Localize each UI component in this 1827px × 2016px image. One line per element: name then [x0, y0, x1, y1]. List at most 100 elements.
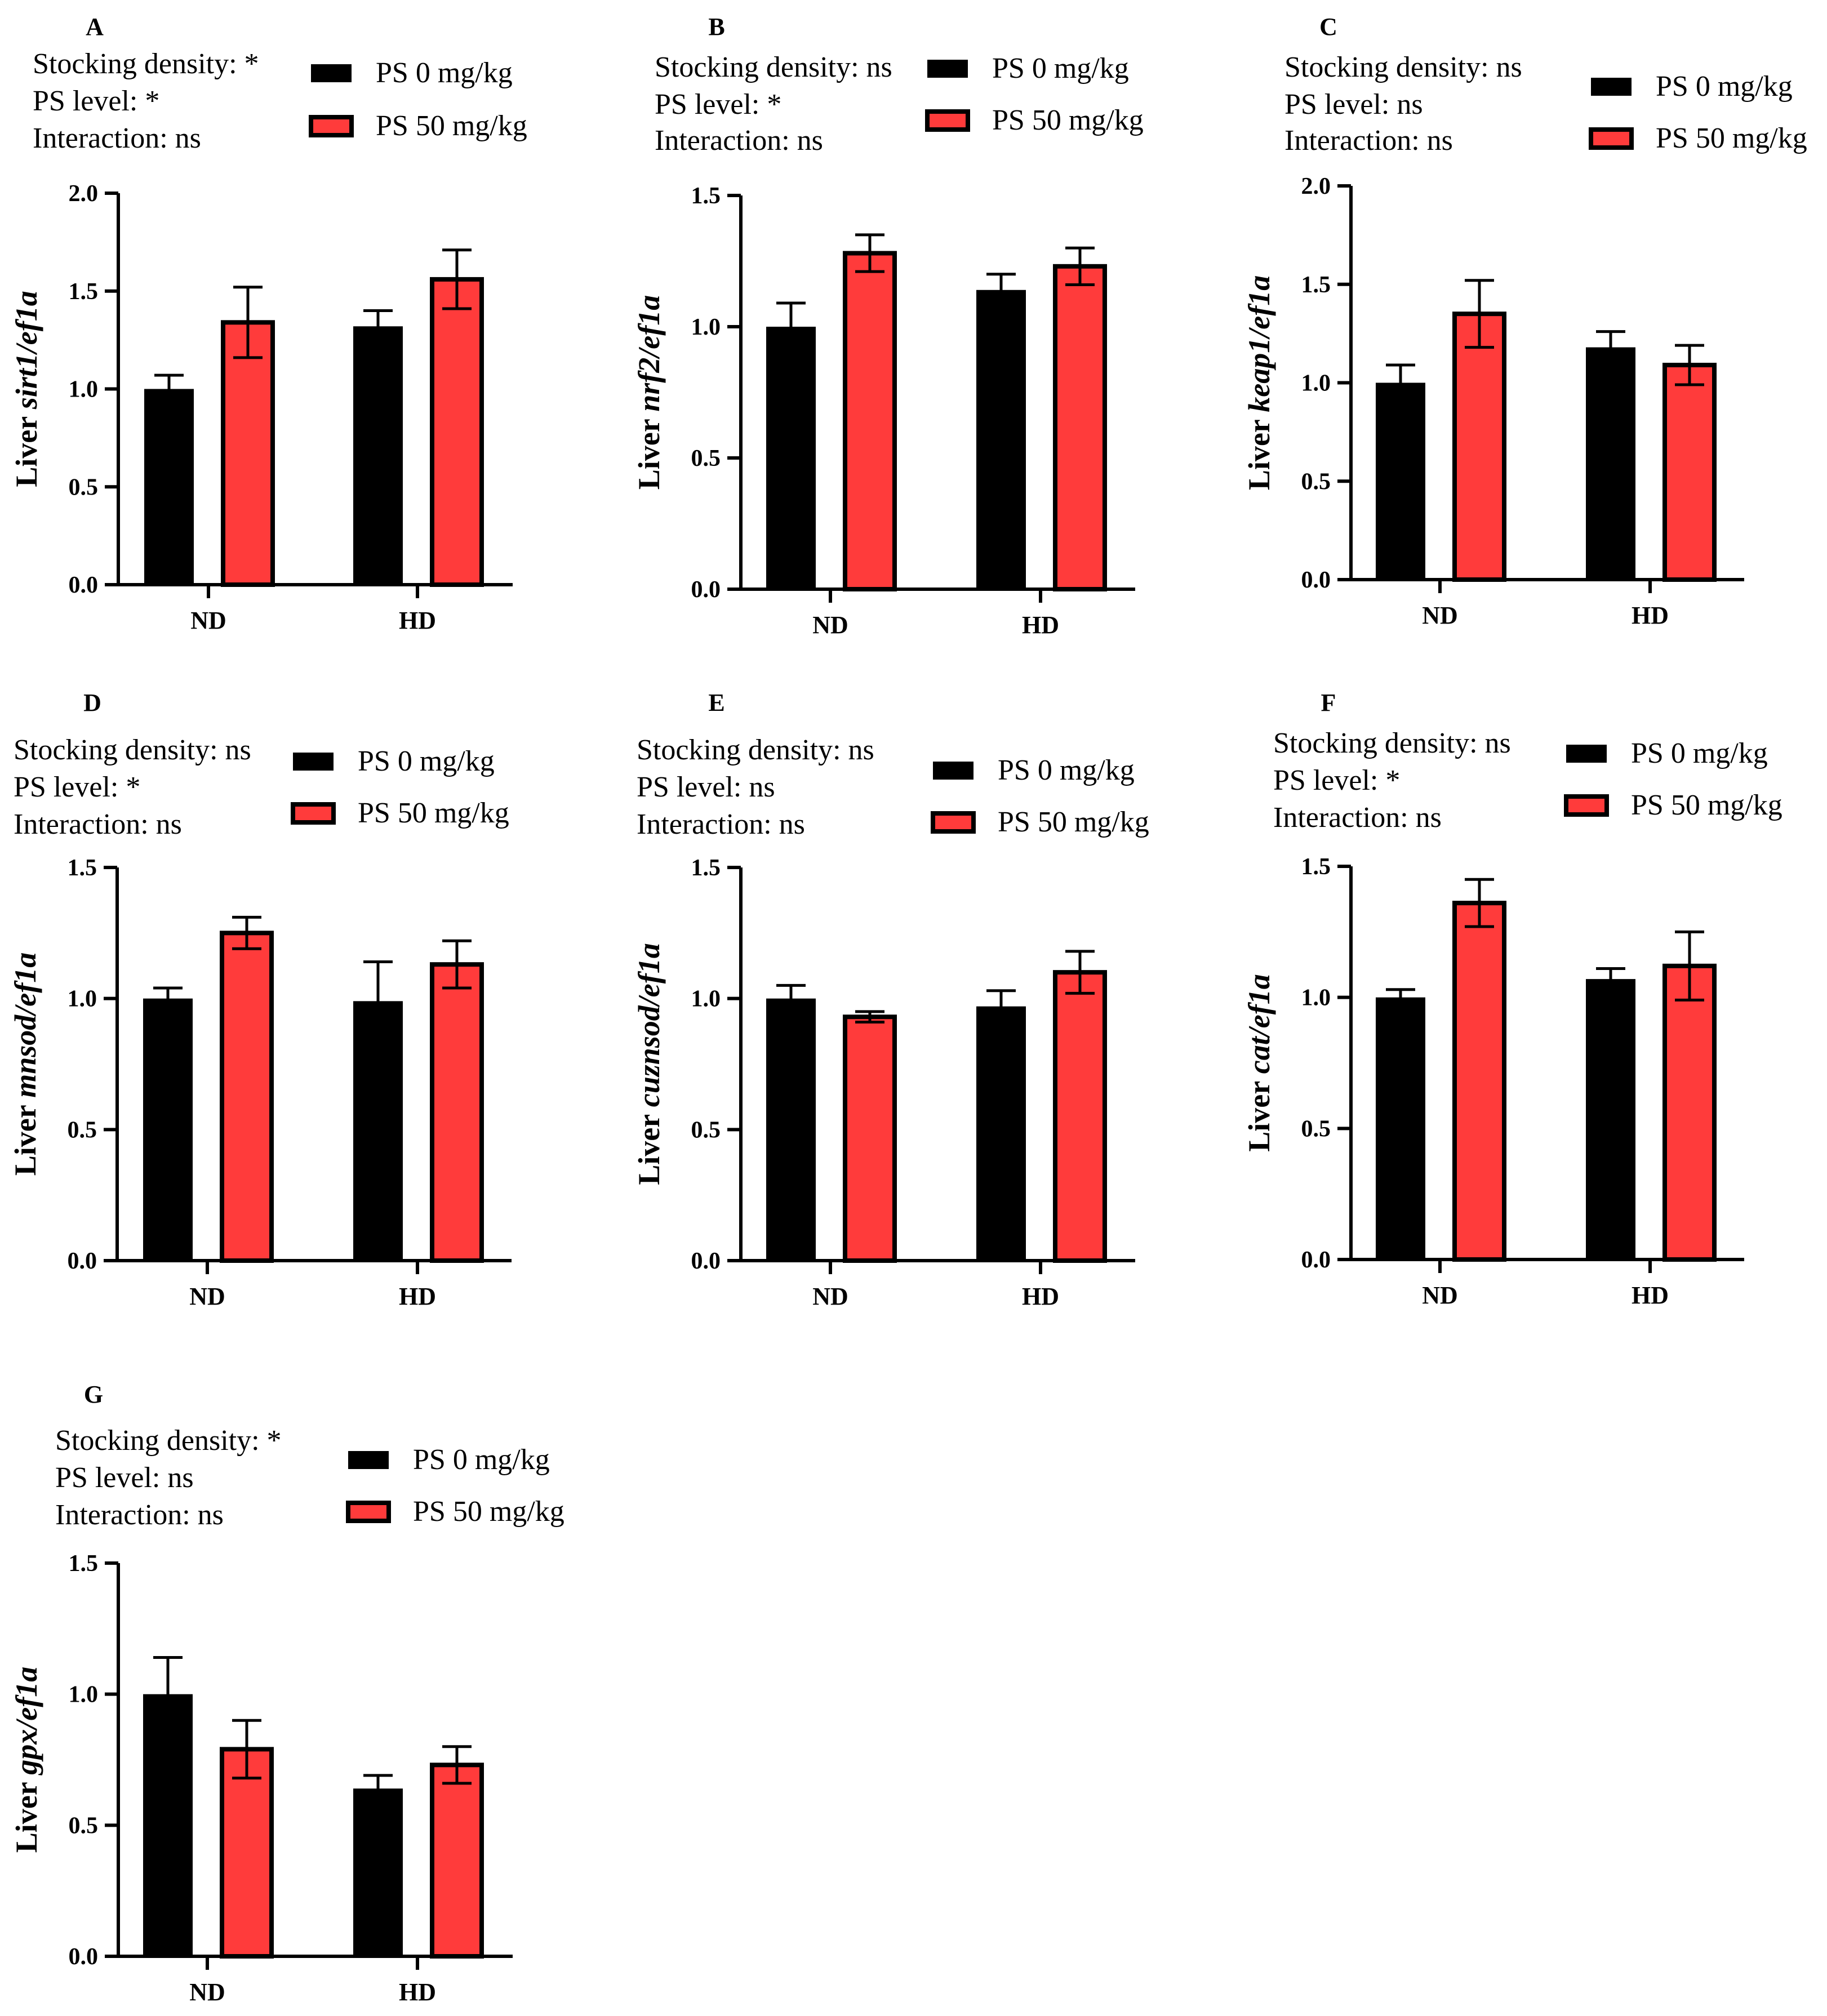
legend-label-ps0: PS 0 mg/kg [1631, 737, 1768, 769]
y-axis-label-prefix: Liver [10, 409, 43, 487]
stat-line: Stocking density: ns [637, 734, 874, 766]
error-bar [442, 1745, 472, 1785]
legend-swatch-ps50 [1589, 127, 1634, 150]
panel-b: B Stocking density: ns PS level: *Interact… [632, 13, 1144, 639]
category-label: HD [399, 607, 436, 634]
y-tick-label: 0.5 [691, 446, 721, 471]
bar-hd-ps0 [353, 326, 403, 585]
bar-nd-ps50 [1452, 901, 1506, 1262]
y-axis-label: Liver cat/ef1a [1242, 974, 1276, 1151]
legend-label-ps50: PS 50 mg/kg [376, 110, 527, 142]
y-tick-label: 1.5 [68, 855, 97, 881]
bar-nd-ps0 [144, 389, 194, 585]
error-bar [1465, 878, 1494, 928]
bar-nd-ps0 [766, 327, 816, 589]
error-bar [776, 983, 806, 1013]
bar-hd-ps0 [976, 1006, 1026, 1261]
stat-line: Stocking density: ns [1273, 727, 1511, 759]
y-tick-label: 2.0 [69, 181, 99, 207]
y-axis-label-gene: mnsod/ef1a [8, 953, 42, 1098]
bar-nd-ps50 [220, 931, 274, 1263]
bar-nd-ps50 [220, 1747, 274, 1959]
y-axis-label-gene: sirt1/ef1a [10, 291, 43, 410]
error-bar [233, 286, 263, 359]
stat-line: Interaction: ns [637, 808, 805, 840]
panel-letter: E [708, 689, 724, 716]
error-bar [776, 301, 806, 352]
y-axis-label-prefix: Liver [632, 1107, 666, 1185]
bar-hd-ps0 [353, 1788, 403, 1956]
legend-label-ps50: PS 50 mg/kg [1631, 789, 1782, 821]
stat-line: Stocking density: ns [1284, 51, 1522, 83]
y-axis-label: Liver mnsod/ef1a [8, 953, 42, 1176]
bar-hd-ps0 [1586, 347, 1635, 580]
y-tick-label: 0.5 [691, 1117, 721, 1143]
y-axis-label: Liver gpx/ef1a [10, 1667, 43, 1853]
y-axis-label-gene: keap1/ef1a [1242, 275, 1276, 412]
panel-letter: G [84, 1381, 103, 1408]
y-tick-label: 1.0 [69, 1682, 99, 1708]
error-bar [1596, 967, 1625, 991]
error-bar [363, 1774, 393, 1803]
category-label: HD [399, 1978, 436, 2006]
legend-swatch-ps0 [1566, 745, 1607, 763]
error-bar [1675, 930, 1704, 1002]
y-tick-label: 1.5 [691, 855, 721, 881]
legend-label-ps0: PS 0 mg/kg [998, 754, 1135, 786]
legend-label-ps50: PS 50 mg/kg [358, 797, 509, 829]
legend-label-ps50: PS 50 mg/kg [413, 1496, 564, 1528]
y-tick-label: 0.0 [1301, 567, 1331, 593]
error-bar [1465, 279, 1494, 349]
legend-swatch-ps0 [933, 762, 973, 780]
category-label: HD [1632, 602, 1669, 629]
error-bar [1386, 363, 1415, 402]
bar-hd-ps50 [1662, 963, 1717, 1262]
y-tick-label: 2.0 [1301, 173, 1331, 199]
stat-line: Interaction: ns [1273, 802, 1442, 834]
bar-hd-ps50 [430, 1763, 484, 1959]
legend-swatch-ps0 [311, 64, 352, 82]
category-label: HD [1022, 611, 1059, 639]
bar-nd-ps0 [766, 998, 816, 1261]
stat-line: PS level: * [655, 88, 781, 121]
panel-letter: A [86, 13, 104, 41]
category-label: ND [812, 1283, 848, 1310]
error-bar [442, 939, 472, 990]
y-tick-label: 0.5 [68, 1117, 97, 1143]
y-axis-label-prefix: Liver [632, 412, 666, 489]
panel-letter: C [1319, 13, 1337, 41]
y-tick-label: 0.0 [691, 1248, 721, 1274]
legend-swatch-ps50 [346, 1501, 391, 1523]
y-axis-label: Liver keap1/ef1a [1242, 275, 1276, 490]
stat-line: Stocking density: * [33, 48, 259, 80]
error-bar [442, 248, 472, 310]
y-tick-label: 1.5 [1301, 854, 1331, 880]
panel-f: F Stocking density: ns PS level: * Interact… [1242, 689, 1782, 1309]
category-label: HD [1632, 1281, 1669, 1309]
legend-swatch-ps0 [348, 1451, 389, 1469]
stat-line: PS level: ns [55, 1462, 194, 1494]
legend-swatch-ps0 [927, 60, 968, 78]
category-label: HD [399, 1283, 436, 1310]
bar-hd-ps0 [353, 1001, 403, 1261]
bar-nd-ps50 [843, 1014, 897, 1263]
stat-line: Stocking density: ns [14, 734, 251, 766]
legend-label-ps50: PS 50 mg/kg [998, 806, 1149, 838]
error-bar [232, 1719, 261, 1780]
legend-swatch-ps0 [1591, 78, 1632, 96]
y-tick-label: 1.5 [1301, 272, 1331, 298]
y-axis-label-prefix: Liver [1242, 1074, 1276, 1151]
panel-c: C Stocking density: ns PS level: nsInterac… [1242, 13, 1807, 629]
error-bar [986, 989, 1016, 1024]
legend-label-ps50: PS 50 mg/kg [992, 104, 1144, 136]
panel-letter: B [708, 13, 724, 41]
error-bar [153, 986, 183, 1011]
stat-line: Interaction: ns [14, 808, 182, 840]
error-bar [855, 233, 884, 273]
y-axis-label-gene: gpx/ef1a [10, 1667, 43, 1775]
stat-line: PS level: * [33, 85, 159, 117]
legend-label-ps0: PS 0 mg/kg [1656, 70, 1793, 103]
bar-nd-ps50 [1452, 311, 1506, 582]
bar-nd-ps0 [143, 998, 193, 1261]
